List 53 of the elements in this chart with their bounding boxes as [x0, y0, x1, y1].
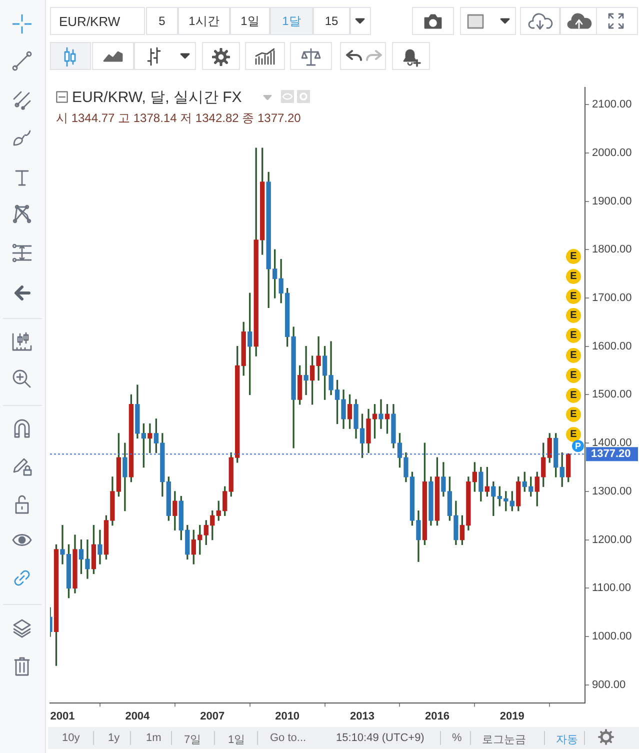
- y-tick-label: 2000.00: [592, 146, 632, 159]
- annotation: E: [566, 368, 581, 383]
- x-tick-label: 2001: [50, 710, 75, 722]
- ref-line-label: 1377.20: [591, 448, 631, 460]
- annotation: E: [566, 388, 581, 403]
- candlestick: [304, 346, 308, 396]
- text: EUR/KRW: [50, 7, 145, 35]
- annotation: E: [566, 308, 581, 324]
- annotation: E: [566, 268, 581, 284]
- y-tick-label: 1200.00: [592, 534, 632, 546]
- x-tick-label: 2004: [125, 710, 151, 722]
- y-tick-label: 1800.00: [592, 244, 632, 256]
- text: 1m: [146, 732, 162, 744]
- y-tick-label: 1000.00: [592, 630, 632, 643]
- text: 15:10:49 (UTC+9): [336, 732, 424, 744]
- x-tick-label: 2007: [200, 710, 225, 722]
- chart-title: EUR/KRW, 달, 실시간 FX: [72, 88, 242, 107]
- text: 7일: [184, 733, 202, 747]
- y-tick-label: 2100.00: [592, 98, 632, 111]
- text: 1y: [108, 732, 120, 744]
- annotation: E: [566, 249, 581, 264]
- text: Go to...: [270, 732, 306, 744]
- y-tick-label: 1600.00: [592, 340, 632, 352]
- y-tick-label: 1900.00: [592, 195, 632, 208]
- y-tick-label: 1100.00: [592, 582, 631, 594]
- y-tick-label: 1400.00: [592, 437, 632, 450]
- annotation: E: [566, 427, 581, 442]
- text: %: [452, 732, 462, 744]
- annotation: E: [566, 328, 581, 344]
- annotation: E: [566, 407, 581, 422]
- text: 1시간: [178, 7, 230, 35]
- text: 로그눈금: [482, 733, 526, 747]
- x-tick-label: 2010: [275, 710, 300, 722]
- x-tick-label: 2019: [500, 710, 524, 722]
- x-tick-label: 2016: [424, 710, 450, 722]
- text: 자동: [556, 733, 578, 747]
- annotation: E: [566, 288, 581, 304]
- y-tick-label: 1300.00: [592, 485, 632, 498]
- text: 15: [313, 7, 350, 35]
- y-tick-label: 1700.00: [592, 292, 632, 304]
- text: 시 1344.77 고 1378.14 저 1342.82 종 1377.20: [56, 110, 301, 127]
- y-tick-label: 900.00: [592, 678, 626, 691]
- y-tick-label: 1500.00: [592, 388, 632, 401]
- candlestick: [378, 399, 384, 429]
- text: 1일: [228, 733, 246, 747]
- candlestick: [148, 423, 152, 454]
- text: 1달: [270, 7, 313, 35]
- text: 5: [146, 7, 178, 35]
- x-tick-label: 2013: [350, 710, 374, 722]
- text: 1일: [230, 7, 270, 35]
- text: 10y: [62, 732, 80, 744]
- annotation: P: [572, 440, 584, 452]
- annotation: E: [566, 348, 581, 363]
